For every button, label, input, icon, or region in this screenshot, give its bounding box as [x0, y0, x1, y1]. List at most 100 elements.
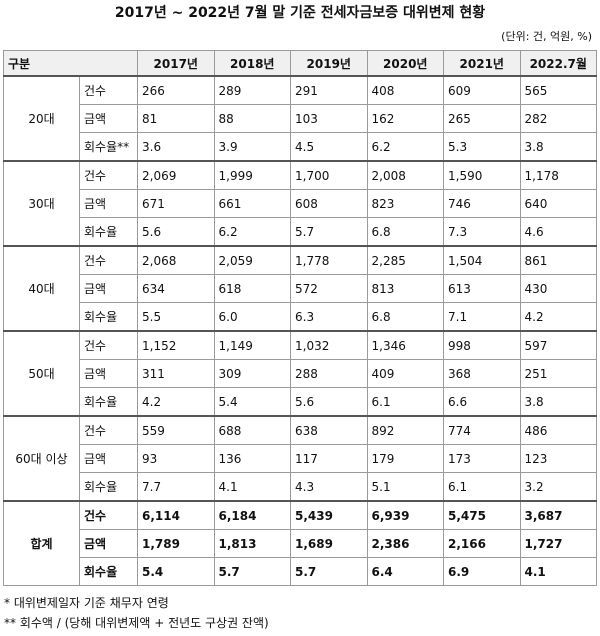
cell-value: 368 [443, 359, 521, 388]
cell-value: 671 [137, 189, 215, 218]
table-row: 금액 671 661 608 823 746 640 [4, 189, 597, 218]
cell-value: 1,590 [443, 160, 521, 190]
cell-value: 7.3 [443, 217, 521, 247]
cell-value: 251 [519, 359, 597, 388]
cell-value: 162 [366, 104, 444, 133]
cell-value: 5,475 [443, 500, 521, 530]
table-body: 20대 건수 266 289 291 408 609 565 금액 81 88 103 162 265 28… [3, 75, 597, 586]
table-row: 회수율 4.2 5.4 5.6 6.1 6.6 3.8 [4, 387, 597, 417]
cell-value: 266 [137, 75, 215, 105]
cell-value: 6,939 [366, 500, 444, 530]
cell-value: 88 [213, 104, 291, 133]
footnote: * 대위변제일자 기준 채무자 연령 [4, 596, 169, 610]
cell-value: 2,166 [443, 529, 521, 558]
cell-value: 117 [290, 444, 368, 473]
table-row: 금액 93 136 117 179 173 123 [4, 444, 597, 473]
table-row: 회수율 5.5 6.0 6.3 6.8 7.1 4.2 [4, 302, 597, 332]
cell-value: 892 [366, 415, 444, 445]
table-row: 20대 건수 266 289 291 408 609 565 [3, 75, 597, 162]
cell-value: 409 [366, 359, 444, 388]
table-row: 합계 건수 6,114 6,184 5,439 6,939 5,475 3,687 [3, 500, 597, 586]
row-label: 금액 [79, 359, 138, 388]
cell-value: 103 [290, 104, 368, 133]
cell-value: 123 [519, 444, 597, 473]
cell-value: 289 [213, 75, 291, 105]
cell-value: 6.0 [213, 302, 291, 332]
cell-value: 430 [519, 274, 597, 303]
cell-value: 2,069 [137, 160, 215, 190]
cell-value: 486 [519, 415, 597, 445]
cell-value: 5.6 [137, 217, 215, 247]
cell-value: 2,285 [366, 245, 444, 275]
table-row: 회수율 5.6 6.2 5.7 6.8 7.3 4.6 [4, 217, 597, 247]
table-row: 40대 건수 2,068 2,059 1,778 2,285 1,504 861 [3, 245, 597, 332]
cell-value: 559 [137, 415, 215, 445]
column-header: 2021년 [443, 50, 521, 77]
title: 2017년 ~ 2022년 7월 말 기준 전세자금보증 대위변제 현황 [114, 5, 486, 21]
cell-value: 291 [290, 75, 368, 105]
row-label: 회수율 [79, 557, 138, 586]
cell-value: 774 [443, 415, 521, 445]
cell-value: 4.3 [290, 472, 368, 502]
cell-value: 173 [443, 444, 521, 473]
row-label: 금액 [79, 274, 138, 303]
row-label: 건수 [79, 160, 138, 190]
group-label: 60대 이상 [3, 415, 80, 502]
cell-value: 282 [519, 104, 597, 133]
cell-value: 613 [443, 274, 521, 303]
column-header: 2017년 [137, 50, 215, 77]
row-label: 금액 [79, 189, 138, 218]
group-label: 40대 [3, 245, 80, 332]
cell-value: 2,068 [137, 245, 215, 275]
cell-value: 4.1 [213, 472, 291, 502]
cell-value: 2,386 [366, 529, 444, 558]
cell-value: 608 [290, 189, 368, 218]
cell-value: 1,999 [213, 160, 291, 190]
cell-value: 572 [290, 274, 368, 303]
cell-value: 6,114 [137, 500, 215, 530]
cell-value: 5.3 [443, 132, 521, 162]
column-header: 구분 [3, 50, 138, 77]
cell-value: 4.1 [519, 557, 597, 586]
cell-value: 5.7 [290, 217, 368, 247]
table-row: 금액 634 618 572 813 613 430 [4, 274, 597, 303]
cell-value: 7.7 [137, 472, 215, 502]
cell-value: 1,813 [213, 529, 291, 558]
table-row: 회수율 5.4 5.7 5.7 6.4 6.9 4.1 [4, 557, 597, 586]
cell-value: 6.3 [290, 302, 368, 332]
column-header: 2019년 [290, 50, 368, 77]
cell-value: 179 [366, 444, 444, 473]
cell-value: 1,789 [137, 529, 215, 558]
cell-value: 3.6 [137, 132, 215, 162]
cell-value: 640 [519, 189, 597, 218]
cell-value: 408 [366, 75, 444, 105]
row-label: 건수 [79, 415, 138, 445]
group-label: 30대 [3, 160, 80, 247]
cell-value: 6.8 [366, 302, 444, 332]
unit-note: (단위: 건, 억원, %) [501, 30, 592, 43]
cell-value: 1,504 [443, 245, 521, 275]
cell-value: 1,152 [137, 330, 215, 360]
cell-value: 265 [443, 104, 521, 133]
cell-value: 1,727 [519, 529, 597, 558]
row-label: 회수율 [79, 472, 138, 502]
cell-value: 3.2 [519, 472, 597, 502]
column-header: 2022.7월 [519, 50, 597, 77]
cell-value: 6.4 [366, 557, 444, 586]
row-label: 건수 [79, 500, 138, 530]
cell-value: 3.9 [213, 132, 291, 162]
cell-value: 4.5 [290, 132, 368, 162]
cell-value: 93 [137, 444, 215, 473]
cell-value: 136 [213, 444, 291, 473]
data-table: 구분 2017년 2018년 2019년 2020년 2021년 2022.7월 20대 건수… [3, 50, 597, 586]
row-label: 금액 [79, 529, 138, 558]
cell-value: 638 [290, 415, 368, 445]
cell-value: 3.8 [519, 132, 597, 162]
group-label: 합계 [3, 500, 80, 586]
cell-value: 1,346 [366, 330, 444, 360]
cell-value: 6.2 [213, 217, 291, 247]
cell-value: 6.6 [443, 387, 521, 417]
table-row: 회수율 7.7 4.1 4.3 5.1 6.1 3.2 [4, 472, 597, 502]
cell-value: 5.4 [137, 557, 215, 586]
